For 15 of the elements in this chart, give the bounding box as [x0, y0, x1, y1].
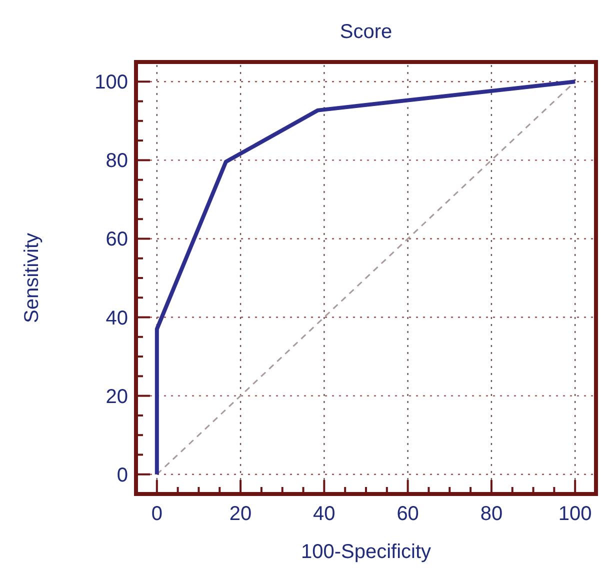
x-tick-label: 80 [480, 503, 503, 525]
x-tick-label: 100 [558, 503, 592, 525]
y-tick-label: 40 [106, 307, 128, 330]
x-tick-label: 40 [313, 503, 336, 525]
chart-title: Score [340, 21, 392, 43]
y-tick-label: 20 [106, 386, 128, 408]
x-tick-label: 60 [396, 503, 419, 525]
x-tick-label: 0 [151, 503, 162, 525]
y-tick-label: 80 [106, 150, 128, 172]
y-tick-label: 0 [116, 464, 128, 486]
x-axis-title: 100-Specificity [300, 541, 432, 563]
y-tick-label: 60 [106, 228, 128, 251]
y-axis-title: Sensitivity [21, 232, 43, 324]
x-tick-label: 20 [229, 503, 252, 525]
y-tick-label: 100 [94, 72, 128, 94]
